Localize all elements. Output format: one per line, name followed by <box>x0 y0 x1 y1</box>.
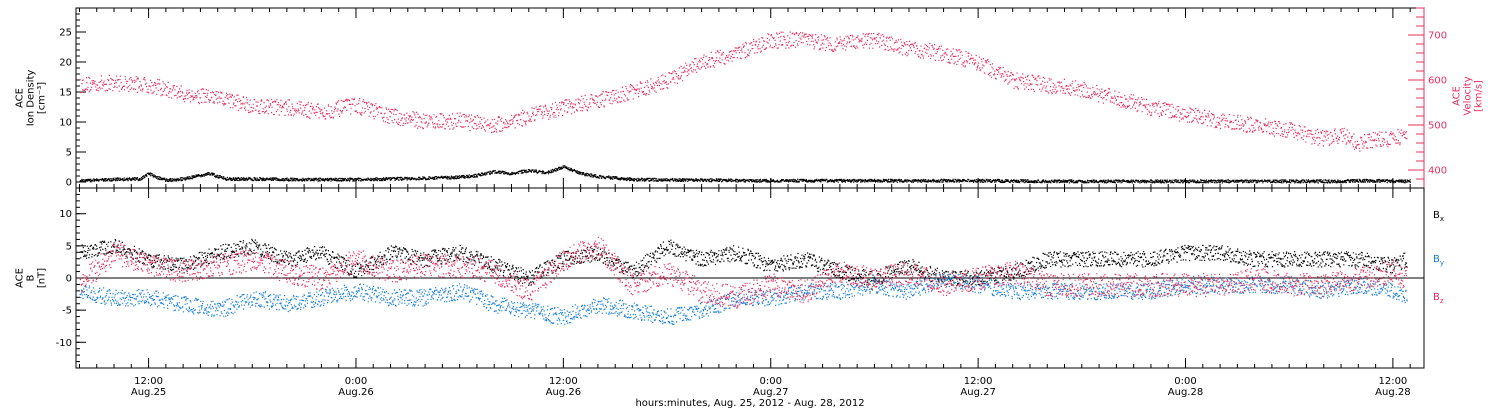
legend-By: By <box>1433 254 1444 267</box>
x-tick-time-label: 12:00 <box>964 376 993 387</box>
x-tick-time-label: 0:00 <box>760 376 782 387</box>
x-tick-time-label: 0:00 <box>345 376 367 387</box>
b-axis-title-line: B <box>26 274 37 281</box>
x-tick-date-label: Aug.25 <box>131 387 166 398</box>
density-axis-tick-label: 15 <box>59 88 72 99</box>
x-tick-date-label: Aug.27 <box>960 387 995 398</box>
x-tick-time-label: 12:00 <box>549 376 578 387</box>
panel1-frame <box>76 8 1424 188</box>
density-axis-tick-label: 10 <box>59 118 72 129</box>
legend-Bx: Bx <box>1433 210 1444 223</box>
velocity-tick-label: 400 <box>1428 166 1447 177</box>
density-axis-title-line: Ion Density <box>26 70 37 127</box>
density-series-points <box>80 165 1412 183</box>
b-axis-title-line: [nT] <box>37 268 48 288</box>
density-axis-tick-label: 0 <box>66 178 72 189</box>
x-tick-date-label: Aug.27 <box>753 387 788 398</box>
legend-Bz: Bz <box>1433 292 1444 305</box>
velocity-series-points <box>80 32 1408 152</box>
velocity-tick-label: 500 <box>1428 121 1447 132</box>
density-series <box>80 165 1412 183</box>
b-axis-title-line: ACE <box>15 268 26 288</box>
ace-plot: 0510152025ACE Ion Density [cm⁻³]4005006007… <box>0 0 1500 410</box>
time-axis: 12:00Aug.250:00Aug.2612:00Aug.260:00Aug.… <box>79 8 1410 398</box>
velocity-axis-title: ACE Velocity [km/s] <box>1452 76 1485 115</box>
magnetic-field-panel: -10 -5 0 5 10 ACE B [nT] Bx By Bz <box>15 188 1445 368</box>
x-tick-date-label: Aug.28 <box>1168 387 1203 398</box>
b-axis-tick-label: -5 <box>62 306 72 317</box>
velocity-tick-label: 700 <box>1428 31 1447 42</box>
density-axis-title: ACE Ion Density [cm⁻³] <box>15 70 48 127</box>
velocity-axis-title-line: ACE <box>1452 86 1463 106</box>
x-tick-date-label: Aug.28 <box>1375 387 1410 398</box>
x-axis-title: hours:minutes, Aug. 25, 2012 - Aug. 28, … <box>635 398 864 409</box>
density-axis-title-line: [cm⁻³] <box>37 82 48 114</box>
x-tick-date-label: Aug.26 <box>546 387 581 398</box>
b-axis-tick-label: -10 <box>56 338 72 349</box>
b-axis-tick-label: 5 <box>66 241 72 252</box>
b-axis-title: ACE B [nT] <box>15 268 48 288</box>
velocity-series <box>80 32 1408 152</box>
velocity-axis-title-line: Velocity <box>1463 76 1474 115</box>
x-tick-time-label: 12:00 <box>134 376 163 387</box>
x-tick-time-label: 12:00 <box>1378 376 1407 387</box>
density-axis-title-line: ACE <box>15 88 26 108</box>
x-tick-date-label: Aug.26 <box>338 387 373 398</box>
density-axis-tick-label: 5 <box>66 148 72 159</box>
b-axis-tick-label: 0 <box>66 274 72 285</box>
b-axis-tick-label: 10 <box>59 209 72 220</box>
velocity-axis-title-line: [km/s] <box>1474 80 1485 112</box>
density-axis-tick-label: 25 <box>59 28 72 39</box>
x-tick-time-label: 0:00 <box>1174 376 1196 387</box>
density-axis-tick-label: 20 <box>59 58 72 69</box>
velocity-tick-label: 600 <box>1428 76 1447 87</box>
